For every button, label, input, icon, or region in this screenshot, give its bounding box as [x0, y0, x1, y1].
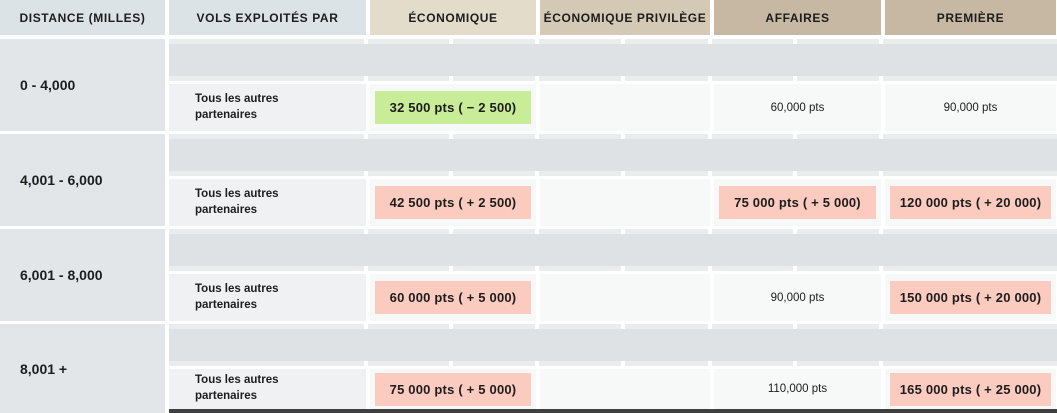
points-value: 42 500 pts ( + 2 500) [375, 186, 531, 219]
header-business: AFFAIRES [714, 0, 881, 35]
table-bottom-dark-strip [169, 409, 1057, 413]
distance-range: 0 - 4,000 [0, 39, 165, 131]
first-value-cell: 150 000 pts ( + 20 000) [885, 274, 1056, 321]
partner-label: Tous les autres partenaires [195, 92, 279, 121]
partner-label-cell: Tous les autres partenaires [169, 84, 366, 131]
operator-spacer-row [169, 134, 1057, 176]
header-economy: ÉCONOMIQUE [370, 0, 536, 35]
points-value: 165 000 pts ( + 25 000) [890, 372, 1051, 406]
partner-label-cell: Tous les autres partenaires [169, 274, 366, 321]
partner-label: Tous les autres partenaires [195, 282, 279, 311]
premium-economy-value-cell [540, 274, 710, 321]
header-first: PREMIÈRE [885, 0, 1056, 35]
points-value: 60 000 pts ( + 5 000) [375, 281, 531, 314]
points-value: 150 000 pts ( + 20 000) [890, 281, 1051, 314]
operator-spacer-row [169, 324, 1057, 366]
business-value-cell: 110,000 pts [714, 369, 881, 409]
business-value-cell: 60,000 pts [714, 84, 881, 131]
points-value [545, 281, 705, 314]
premium-economy-value-cell [540, 179, 710, 226]
economy-value-cell: 75 000 pts ( + 5 000) [370, 369, 536, 409]
points-value: 75 000 pts ( + 5 000) [375, 372, 531, 406]
distance-range: 6,001 - 8,000 [0, 229, 165, 321]
points-value: 60,000 pts [770, 101, 825, 114]
header-premium-economy: ÉCONOMIQUE PRIVILÈGE [540, 0, 710, 35]
distance-range: 4,001 - 6,000 [0, 134, 165, 226]
economy-value-cell: 32 500 pts ( − 2 500) [370, 84, 536, 131]
distance-row-group: 6,001 - 8,000 Tous les autres partenaire… [0, 229, 1057, 321]
points-value: 75 000 pts ( + 5 000) [719, 186, 876, 219]
distance-row-group: 0 - 4,000 Tous les autres partenaires 32… [0, 39, 1057, 131]
first-value-cell: 120 000 pts ( + 20 000) [885, 179, 1056, 226]
header-operated-by: VOLS EXPLOITÉS PAR [169, 0, 366, 35]
operator-spacer-row [169, 39, 1057, 81]
distance-row-group: 4,001 - 6,000 Tous les autres partenaire… [0, 134, 1057, 226]
points-value [545, 373, 705, 406]
partner-label: Tous les autres partenaires [195, 187, 279, 216]
distance-range: 8,001 + [0, 324, 165, 413]
points-value: 110,000 pts [767, 383, 828, 395]
partner-label-cell: Tous les autres partenaires [169, 369, 366, 409]
economy-value-cell: 60 000 pts ( + 5 000) [370, 274, 536, 321]
table-header-row: DISTANCE (MILLES) VOLS EXPLOITÉS PAR ÉCO… [0, 0, 1057, 35]
header-distance: DISTANCE (MILLES) [0, 0, 165, 35]
distance-row-group: 8,001 + Tous les autres partenaires 75 0… [0, 324, 1057, 413]
points-value: 120 000 pts ( + 20 000) [890, 186, 1051, 219]
premium-economy-value-cell [540, 369, 710, 409]
partner-label-cell: Tous les autres partenaires [169, 179, 366, 226]
first-value-cell: 90,000 pts [885, 84, 1056, 131]
business-value-cell: 75 000 pts ( + 5 000) [714, 179, 881, 226]
points-value: 32 500 pts ( − 2 500) [375, 91, 531, 124]
points-value: 90,000 pts [943, 101, 998, 114]
points-value [545, 186, 705, 219]
points-value [545, 91, 705, 124]
partner-label: Tous les autres partenaires [195, 374, 279, 402]
operator-spacer-row [169, 229, 1057, 271]
economy-value-cell: 42 500 pts ( + 2 500) [370, 179, 536, 226]
business-value-cell: 90,000 pts [714, 274, 881, 321]
points-value: 90,000 pts [770, 291, 825, 304]
premium-economy-value-cell [540, 84, 710, 131]
first-value-cell: 165 000 pts ( + 25 000) [885, 369, 1056, 409]
